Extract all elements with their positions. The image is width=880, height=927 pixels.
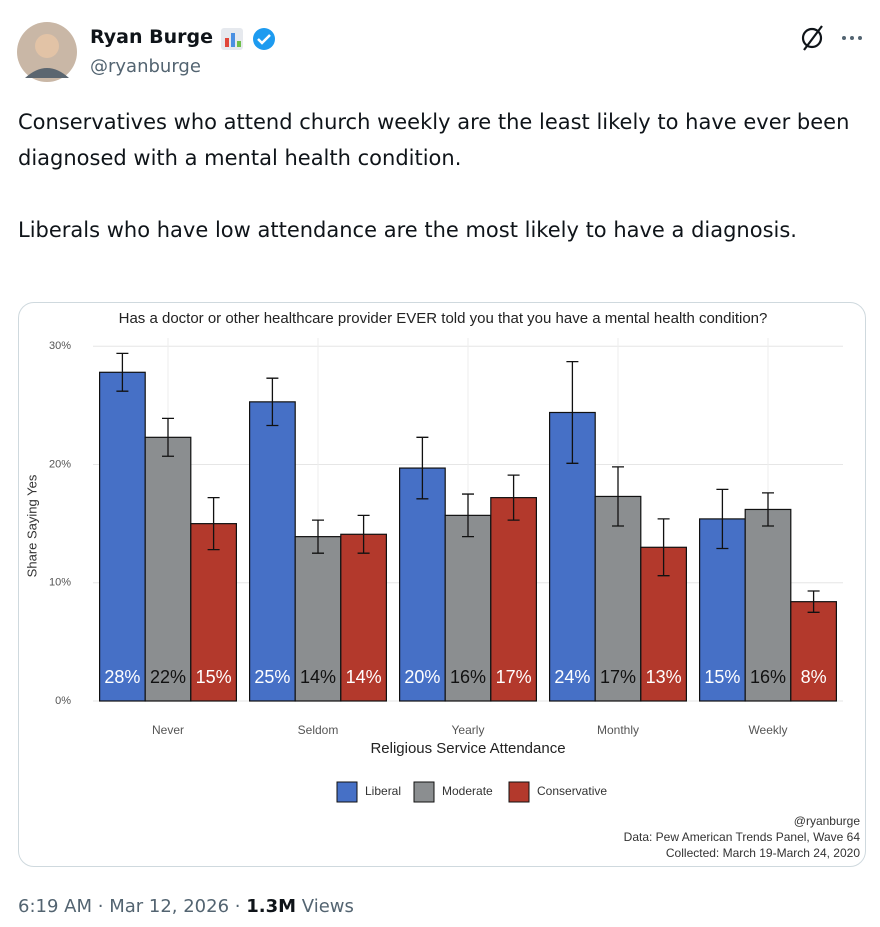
error-bar	[762, 492, 774, 527]
error-bar	[416, 436, 429, 500]
bar	[548, 411, 596, 702]
author-name[interactable]: Ryan Burge	[90, 26, 213, 48]
value-label: 8%	[801, 667, 827, 687]
y-tick-label: 0%	[55, 695, 71, 707]
x-tick-label: Yearly	[452, 723, 485, 737]
separator: ·	[97, 896, 104, 917]
avatar-face	[35, 34, 59, 58]
header-graphics	[17, 22, 862, 82]
value-label: 15%	[704, 667, 740, 687]
x-tick-label: Weekly	[748, 723, 787, 737]
value-label: 24%	[554, 667, 590, 687]
error-bar	[612, 466, 624, 527]
avatar-body	[25, 68, 69, 78]
error-bar	[266, 377, 279, 427]
value-label: 14%	[346, 667, 382, 687]
value-label: 22%	[150, 667, 186, 687]
value-label: 17%	[496, 667, 532, 687]
more-icon[interactable]	[842, 36, 862, 40]
caption: Collected: March 19-March 24, 2020	[666, 846, 860, 860]
bar	[444, 514, 492, 702]
error-bar	[357, 514, 370, 554]
bar	[98, 371, 146, 702]
legend-swatch	[336, 781, 358, 803]
value-label: 15%	[196, 667, 232, 687]
error-bar	[116, 352, 129, 392]
error-bar	[566, 360, 579, 464]
bar	[790, 601, 837, 702]
error-bar	[807, 590, 820, 613]
separator: ·	[234, 896, 241, 917]
author-handle[interactable]: @ryanburge	[90, 56, 201, 77]
value-label: 28%	[104, 667, 140, 687]
value-label: 13%	[646, 667, 682, 687]
bar	[490, 497, 537, 702]
bar	[340, 533, 387, 702]
grok-icon[interactable]	[801, 25, 823, 51]
chart: Has a doctor or other healthcare provide…	[24, 310, 861, 860]
legend-swatch	[508, 781, 530, 803]
chart-emoji	[221, 28, 243, 50]
bar	[144, 436, 192, 702]
legend-label: Conservative	[537, 784, 607, 798]
error-bar	[207, 496, 220, 551]
error-bar	[507, 474, 520, 521]
error-bar	[657, 518, 670, 577]
y-tick-label: 10%	[49, 577, 71, 589]
value-label: 16%	[750, 667, 786, 687]
x-tick-label: Seldom	[298, 723, 339, 737]
bar	[744, 508, 792, 702]
value-label: 17%	[600, 667, 636, 687]
x-axis-label: Religious Service Attendance	[370, 740, 565, 757]
tweet-meta: 6:19 AM · Mar 12, 2026 · 1.3M Views	[18, 896, 354, 917]
bar	[249, 401, 296, 702]
error-bar	[312, 519, 324, 554]
value-label: 16%	[450, 667, 486, 687]
tweet-text: Conservatives who attend church weekly a…	[18, 110, 850, 170]
media-card[interactable]: Has a doctor or other healthcare provide…	[18, 302, 866, 867]
value-label: 14%	[300, 667, 336, 687]
error-bar	[716, 488, 729, 550]
caption: @ryanburge	[794, 814, 861, 828]
x-tick-label: Monthly	[597, 723, 639, 737]
date[interactable]: Mar 12, 2026	[109, 896, 230, 917]
legend-swatch	[413, 781, 435, 803]
bar	[399, 467, 446, 702]
views-count: 1.3M	[246, 896, 297, 917]
y-tick-label: 30%	[49, 340, 71, 352]
legend-label: Moderate	[442, 784, 493, 798]
chart-title: Has a doctor or other healthcare provide…	[119, 310, 768, 327]
x-tick-label: Never	[152, 723, 184, 737]
tweet-text: Liberals who have low attendance are the…	[18, 218, 797, 242]
y-axis-label: Share Saying Yes	[24, 474, 39, 577]
legend-label: Liberal	[365, 784, 401, 798]
verified-badge	[253, 28, 275, 50]
value-label: 25%	[254, 667, 290, 687]
y-tick-label: 20%	[49, 458, 71, 470]
value-label: 20%	[404, 667, 440, 687]
error-bar	[162, 417, 174, 457]
bar	[594, 495, 642, 702]
time[interactable]: 6:19 AM	[18, 896, 92, 917]
caption: Data: Pew American Trends Panel, Wave 64	[624, 830, 861, 844]
views-label: Views	[301, 896, 354, 917]
error-bar	[462, 493, 474, 538]
